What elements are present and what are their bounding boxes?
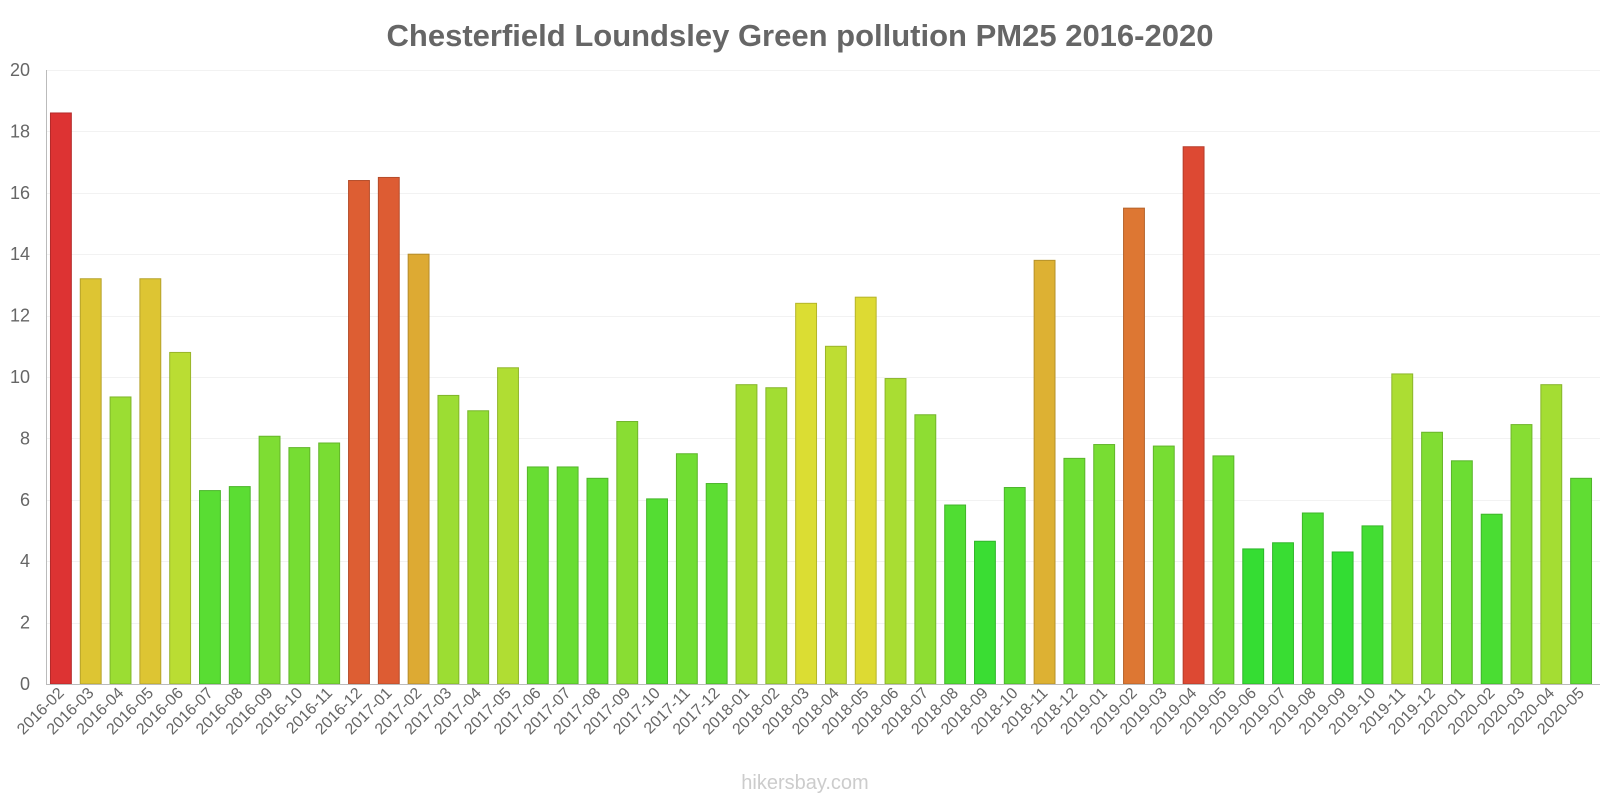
bar-2016-06[interactable] (169, 351, 192, 685)
bar-2017-07[interactable] (556, 466, 579, 685)
bar-2019-12[interactable] (1421, 431, 1443, 685)
bar-2019-11[interactable] (1391, 373, 1414, 685)
bar-2017-10[interactable] (646, 498, 669, 685)
bar-2020-04[interactable] (1540, 384, 1563, 685)
bar-2018-03[interactable] (795, 302, 818, 685)
bar-2019-05[interactable] (1212, 455, 1235, 685)
chart-title: Chesterfield Loundsley Green pollution P… (387, 18, 1214, 53)
bar-2016-02[interactable] (49, 112, 72, 685)
bar-2016-04[interactable] (109, 396, 132, 685)
bar-2019-07[interactable] (1272, 542, 1294, 685)
bar-2020-05[interactable] (1570, 477, 1593, 685)
bar-2016-03[interactable] (79, 278, 102, 685)
y-tick-label: 0 (20, 674, 30, 694)
bar-2016-05[interactable] (139, 278, 162, 685)
bar-2019-06[interactable] (1242, 548, 1265, 685)
bar-2016-09[interactable] (258, 435, 281, 685)
y-tick-label: 8 (20, 428, 30, 448)
bar-2017-12[interactable] (705, 483, 728, 685)
bar-2016-07[interactable] (199, 490, 221, 685)
bar-2018-04[interactable] (824, 345, 847, 685)
credit-text[interactable]: hikersbay.com (741, 772, 868, 794)
bar-2019-08[interactable] (1301, 512, 1324, 685)
y-tick-label: 20 (10, 60, 30, 80)
bar-2017-04[interactable] (467, 410, 490, 685)
bar-2016-10[interactable] (288, 447, 311, 685)
y-tick-label: 14 (10, 244, 30, 264)
bar-2018-09[interactable] (974, 540, 996, 685)
bar-2018-07[interactable] (914, 414, 937, 685)
bar-2019-03[interactable] (1152, 445, 1175, 685)
bar-2017-05[interactable] (497, 367, 519, 685)
bar-2017-03[interactable] (437, 394, 460, 685)
bar-2018-05[interactable] (854, 296, 877, 685)
bar-2019-02[interactable] (1123, 207, 1145, 685)
bars (49, 112, 1593, 685)
bar-2018-10[interactable] (1003, 487, 1026, 685)
bar-2017-02[interactable] (407, 253, 430, 685)
bar-2016-11[interactable] (318, 442, 341, 685)
bar-2020-03[interactable] (1510, 424, 1533, 685)
y-tick-label: 10 (10, 367, 30, 387)
y-tick-label: 4 (20, 551, 30, 571)
y-tick-label: 18 (10, 121, 30, 141)
bar-2016-08[interactable] (228, 486, 251, 685)
bar-2019-10[interactable] (1361, 525, 1384, 685)
bar-2019-09[interactable] (1331, 551, 1354, 685)
bar-2017-11[interactable] (675, 453, 698, 685)
bar-2020-01[interactable] (1450, 460, 1473, 685)
x-axis-tick-labels: 2016-022016-032016-042016-052016-062016-… (14, 685, 1588, 739)
bar-2018-01[interactable] (735, 384, 758, 685)
bar-2020-02[interactable] (1480, 513, 1503, 685)
y-tick-label: 6 (20, 490, 30, 510)
y-tick-label: 16 (10, 183, 30, 203)
bar-2018-12[interactable] (1063, 457, 1086, 685)
bar-2019-04[interactable] (1182, 146, 1205, 685)
bar-2018-11[interactable] (1033, 259, 1056, 685)
bar-2018-08[interactable] (944, 504, 967, 685)
bar-2019-01[interactable] (1093, 444, 1116, 685)
bar-2016-12[interactable] (348, 180, 370, 685)
bar-2018-06[interactable] (884, 378, 907, 685)
bar-2017-09[interactable] (616, 421, 639, 685)
y-axis-tick-labels: 0 2 4 6 8 10 12 14 16 18 20 (10, 60, 30, 694)
bar-2017-06[interactable] (526, 466, 549, 685)
y-tick-label: 2 (20, 613, 30, 633)
bar-2017-01[interactable] (377, 176, 400, 685)
y-tick-label: 12 (10, 306, 30, 326)
bar-2018-02[interactable] (765, 387, 788, 685)
bar-2017-08[interactable] (586, 477, 609, 685)
